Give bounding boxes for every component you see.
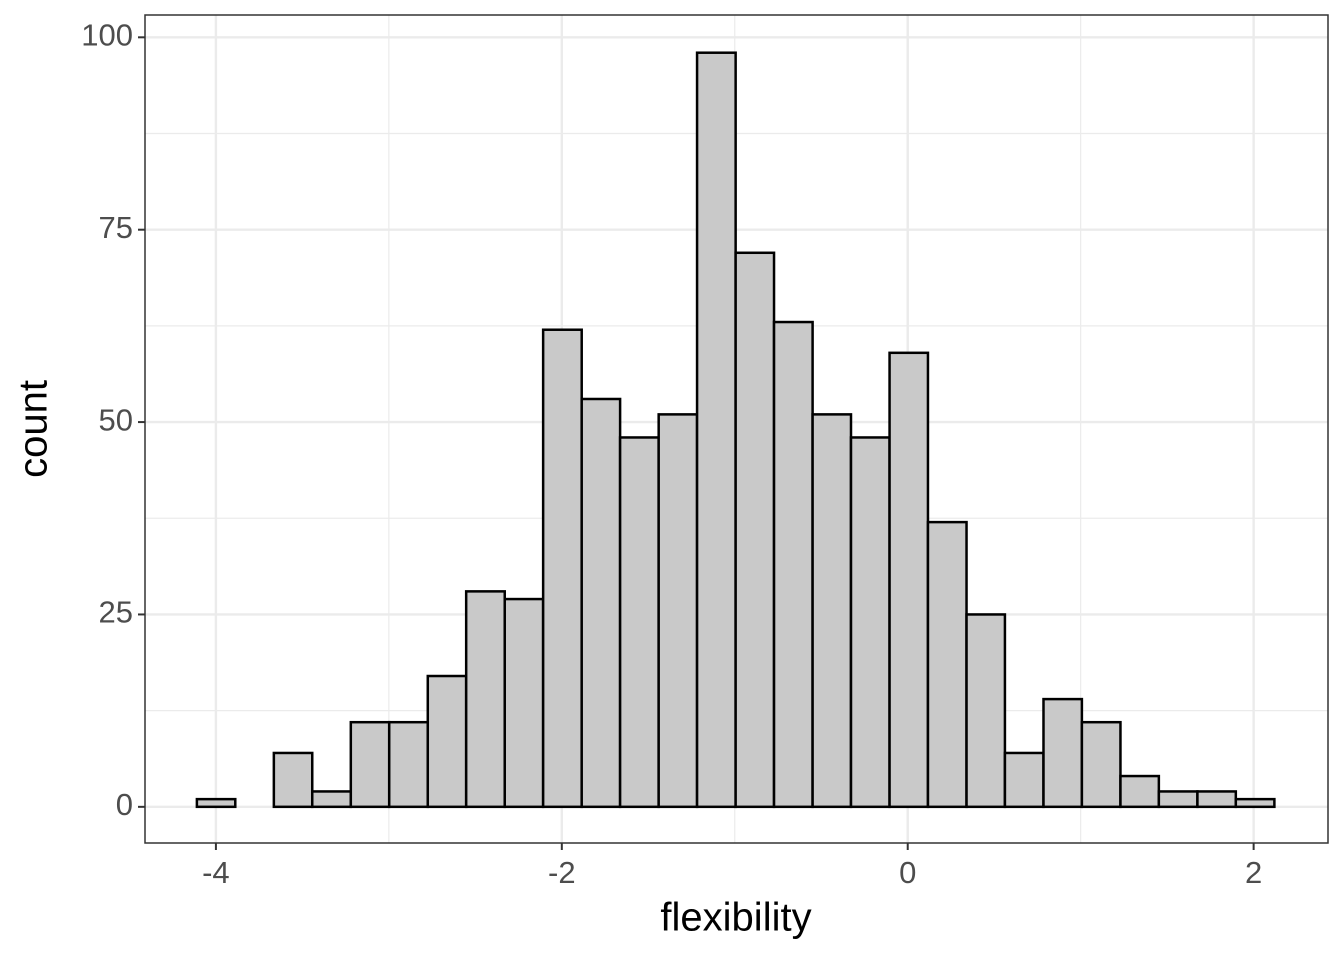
y-axis-title: count xyxy=(12,380,56,478)
bar xyxy=(734,251,776,809)
y-tick-label: 0 xyxy=(116,787,133,822)
bar xyxy=(1157,790,1199,809)
bar xyxy=(1119,774,1161,809)
x-tick-label: -2 xyxy=(548,855,576,890)
x-tick-label: -4 xyxy=(202,855,230,890)
bar xyxy=(580,397,622,809)
y-tick-label: 50 xyxy=(99,402,133,437)
bar xyxy=(926,520,968,809)
y-tick-label: 100 xyxy=(81,18,133,53)
x-tick-label: 2 xyxy=(1245,855,1262,890)
bar xyxy=(965,613,1007,809)
bar xyxy=(387,720,430,809)
bar xyxy=(464,590,506,809)
bar xyxy=(849,436,891,809)
bar xyxy=(1003,751,1045,809)
bar xyxy=(1196,790,1238,809)
bar xyxy=(195,797,237,809)
y-tick-label: 75 xyxy=(99,210,133,245)
bar xyxy=(426,674,468,809)
bar xyxy=(888,351,930,809)
bar xyxy=(772,320,814,809)
bar xyxy=(541,328,583,809)
bar xyxy=(1042,697,1084,809)
bar xyxy=(657,413,699,809)
bar xyxy=(695,51,737,809)
bar xyxy=(503,597,545,809)
bar xyxy=(1234,797,1276,809)
x-axis-title: flexibility xyxy=(660,896,811,940)
y-tick-label: 25 xyxy=(99,595,133,630)
plot-border xyxy=(144,14,1329,844)
bar xyxy=(349,720,391,809)
bar xyxy=(1080,720,1122,809)
bar xyxy=(272,751,314,809)
bar xyxy=(618,436,660,809)
x-tick-label: 0 xyxy=(899,855,916,890)
bar xyxy=(310,790,353,809)
bar xyxy=(811,413,853,809)
